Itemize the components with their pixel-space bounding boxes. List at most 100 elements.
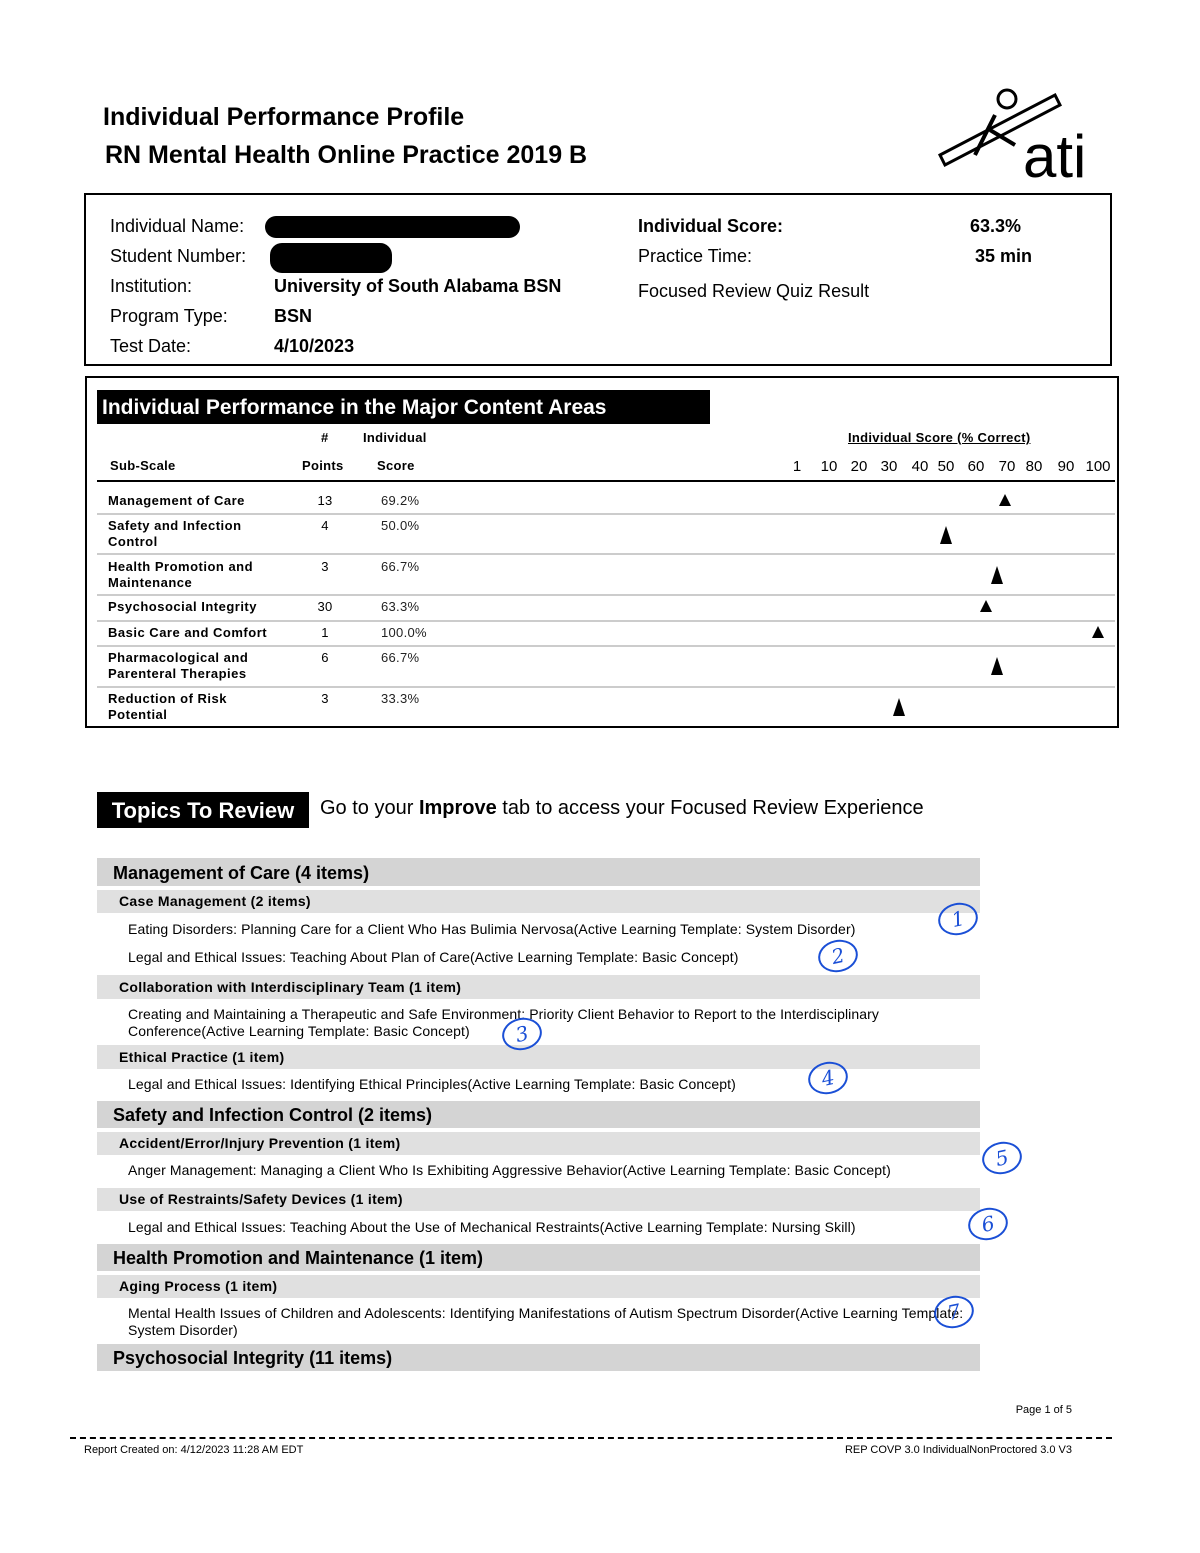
subscale-points: 4	[321, 518, 329, 533]
topic-item: Eating Disorders: Planning Care for a Cl…	[128, 921, 856, 937]
topic-item: Mental Health Issues of Children and Ado…	[128, 1305, 964, 1338]
row-divider	[97, 645, 1115, 647]
col-points: Points	[302, 458, 344, 473]
name-label: Individual Name:	[110, 216, 245, 236]
row-divider	[97, 686, 1115, 688]
topics-heading: Topics To Review	[97, 792, 309, 828]
score-label: Individual Score:	[638, 216, 784, 236]
performance-heading: Individual Performance in the Major Cont…	[97, 390, 710, 424]
svg-text:ati: ati	[1023, 123, 1086, 185]
score-marker-triangle	[893, 698, 906, 716]
scale-tick: 30	[880, 458, 898, 475]
subscale-name: Reduction of Risk Potential	[108, 691, 228, 722]
subscale-score: 66.7%	[381, 650, 420, 665]
subscale-points: 3	[321, 691, 329, 706]
footer-divider	[70, 1437, 1112, 1439]
subscale-score: 33.3%	[381, 691, 420, 706]
subscale-name: Pharmacological and Parenteral Therapies	[108, 650, 249, 681]
row-divider	[97, 553, 1115, 555]
subcategory: Aging Process (1 item)	[97, 1275, 980, 1298]
header-rule	[97, 480, 1115, 482]
time-value: 35 min	[975, 246, 1033, 266]
subscale-name: Psychosocial Integrity	[108, 599, 257, 614]
subcategory: Case Management (2 items)	[97, 890, 980, 913]
score-marker-triangle	[940, 526, 952, 544]
col-score: Score	[377, 458, 415, 473]
institution-value: University of South Alabama BSN	[274, 276, 562, 296]
subscale-score: 66.7%	[381, 559, 420, 574]
page-title: Individual Performance Profile	[103, 103, 465, 131]
score-marker-triangle	[990, 566, 1003, 584]
institution-label: Institution:	[110, 276, 193, 296]
subscale-name: Health Promotion and Maintenance	[108, 559, 254, 590]
performance-box	[85, 376, 1119, 728]
category-psychosocial: Psychosocial Integrity (11 items)	[97, 1344, 980, 1371]
col-score-top: Individual	[363, 430, 427, 445]
topic-item: Legal and Ethical Issues: Teaching About…	[128, 949, 739, 965]
category-health-promotion: Health Promotion and Maintenance (1 item…	[97, 1244, 980, 1271]
report-created: Report Created on: 4/12/2023 11:28 AM ED…	[84, 1444, 304, 1456]
handwritten-number: 2	[815, 936, 861, 976]
row-divider	[97, 620, 1115, 622]
category-safety: Safety and Infection Control (2 items)	[97, 1101, 980, 1128]
time-label: Practice Time:	[638, 246, 753, 266]
subcategory: Collaboration with Interdisciplinary Tea…	[97, 975, 980, 999]
scale-tick: 60	[967, 458, 985, 475]
score-marker-triangle	[998, 494, 1011, 506]
subcategory: Use of Restraints/Safety Devices (1 item…	[97, 1188, 980, 1211]
topic-item: Legal and Ethical Issues: Identifying Et…	[128, 1076, 736, 1092]
focused-review-label: Focused Review Quiz Result	[638, 281, 870, 301]
subscale-name: Management of Care	[108, 493, 245, 508]
subscale-score: 50.0%	[381, 518, 420, 533]
ati-logo: ati	[937, 88, 1086, 185]
scale-tick: 1	[792, 458, 802, 475]
subscale-points: 13	[317, 493, 333, 508]
subscale-points: 3	[321, 559, 329, 574]
page-number: Page 1 of 5	[1015, 1404, 1072, 1416]
score-value: 63.3%	[970, 216, 1022, 236]
scale-tick: 100	[1085, 458, 1111, 475]
scale-tick: 80	[1025, 458, 1043, 475]
subscale-points: 1	[321, 625, 329, 640]
subscale-name: Safety and Infection Control	[108, 518, 242, 549]
subscale-score: 69.2%	[381, 493, 420, 508]
score-marker-triangle	[1092, 626, 1104, 638]
scale-title: Individual Score (% Correct)	[848, 430, 1031, 445]
instr-post: tab to access your Focused Review Experi…	[496, 797, 924, 819]
program-label: Program Type:	[110, 306, 228, 326]
redacted-name	[265, 216, 520, 238]
topics-instruction: Go to your Improve tab to access your Fo…	[320, 797, 924, 820]
scale-tick: 90	[1057, 458, 1075, 475]
improve-tab-text: Improve	[418, 797, 497, 819]
date-value: 4/10/2023	[274, 336, 355, 356]
exam-title: RN Mental Health Online Practice 2019 B	[105, 141, 588, 169]
scale-tick: 70	[998, 458, 1016, 475]
program-value: BSN	[274, 306, 313, 326]
subcategory: Accident/Error/Injury Prevention (1 item…	[97, 1132, 980, 1155]
topic-item: Creating and Maintaining a Therapeutic a…	[128, 1006, 880, 1039]
subscale-points: 30	[317, 599, 333, 614]
subscale-name: Basic Care and Comfort	[108, 625, 268, 640]
topic-item: Legal and Ethical Issues: Teaching About…	[128, 1219, 856, 1235]
handwritten-number: 5	[979, 1138, 1025, 1178]
scale-tick: 20	[850, 458, 868, 475]
score-marker-triangle	[980, 600, 993, 612]
student-number-label: Student Number:	[110, 246, 247, 266]
subscale-points: 6	[321, 650, 329, 665]
scale-tick: 50	[937, 458, 955, 475]
instr-pre: Go to your	[320, 797, 419, 819]
col-points-top: #	[321, 430, 329, 445]
score-marker-triangle	[990, 657, 1003, 675]
row-divider	[97, 513, 1115, 515]
topic-item: Anger Management: Managing a Client Who …	[128, 1162, 891, 1178]
subcategory: Ethical Practice (1 item)	[97, 1045, 980, 1069]
col-subscale: Sub-Scale	[110, 458, 176, 473]
scale-tick: 10	[820, 458, 838, 475]
student-info-box	[84, 193, 1112, 366]
date-label: Test Date:	[110, 336, 192, 356]
report-code: REP COVP 3.0 IndividualNonProctored 3.0 …	[844, 1444, 1072, 1456]
redacted-student-number	[270, 243, 392, 273]
category-management-of-care: Management of Care (4 items)	[97, 858, 980, 886]
row-divider	[97, 594, 1115, 596]
